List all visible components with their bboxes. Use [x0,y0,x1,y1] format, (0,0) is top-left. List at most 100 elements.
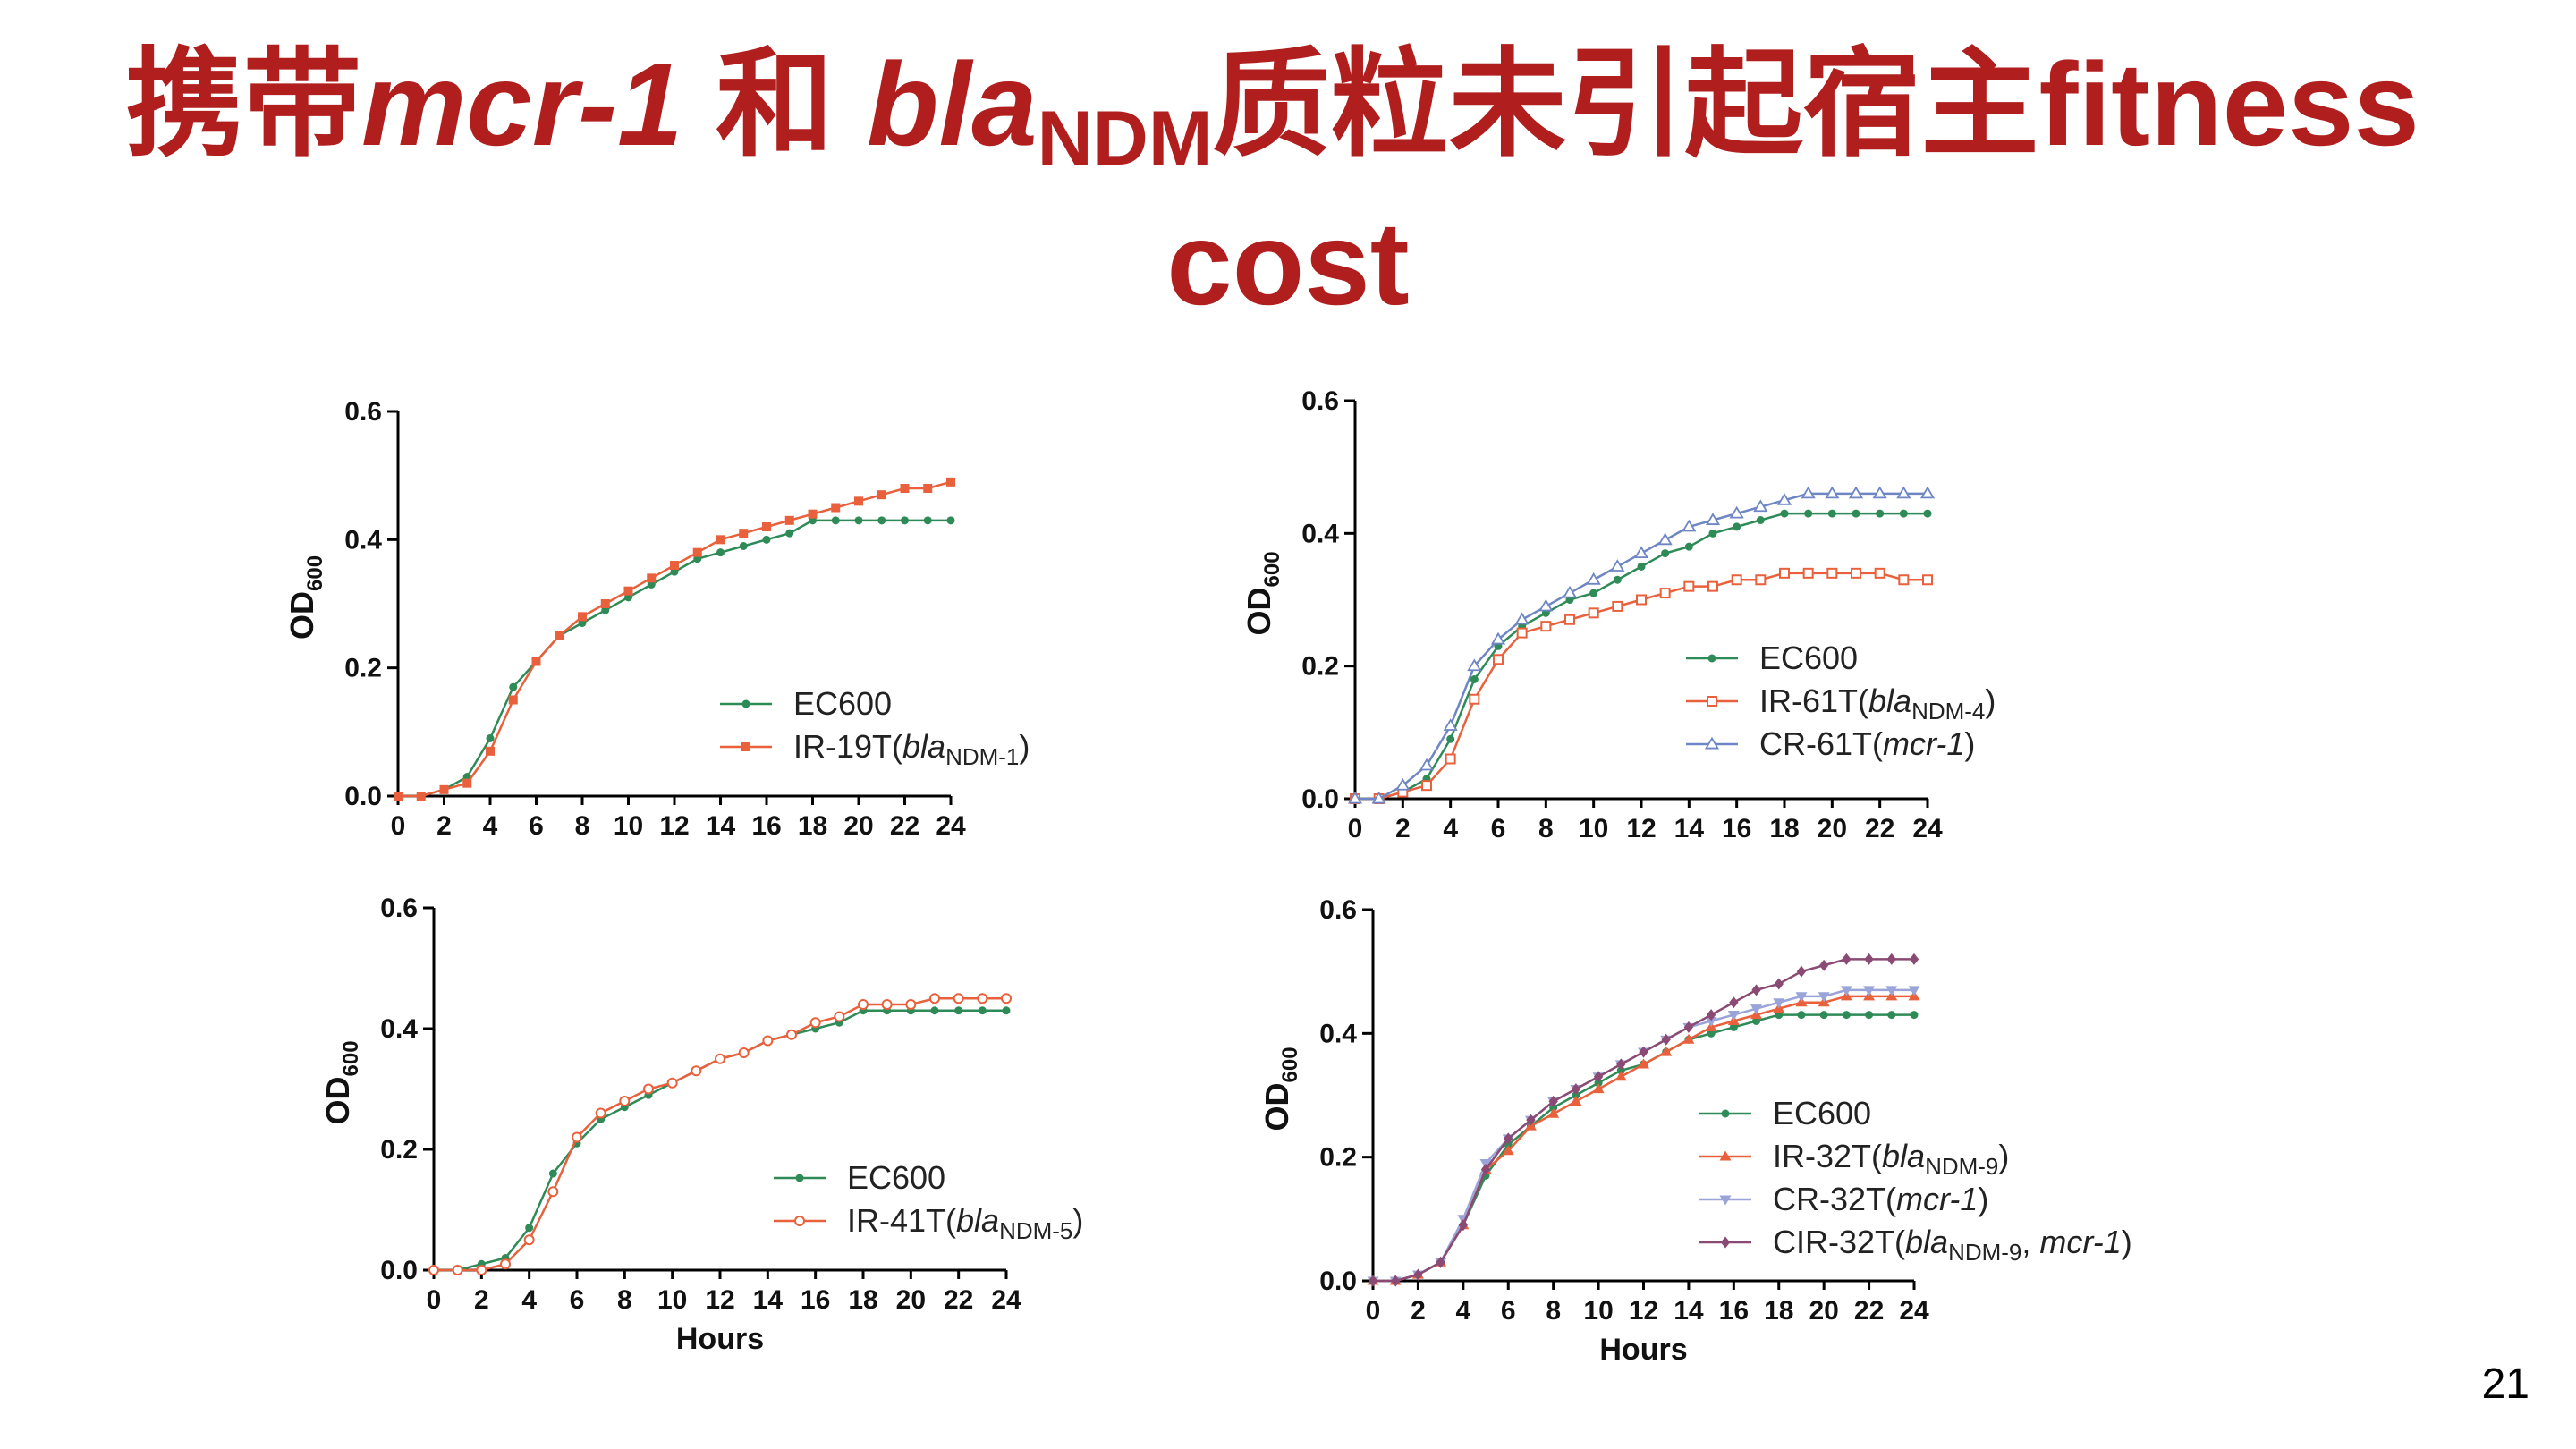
x-tick-label: 0 [427,1285,442,1315]
y-tick-label: 0.0 [1301,784,1339,814]
chart-legend: EC600 IR-19T(blaNDM-1) [720,685,1030,770]
x-tick-label: 6 [1491,814,1506,843]
series-4 [1368,953,1919,1287]
data-point [1780,509,1789,518]
data-point [1682,1033,1695,1044]
data-point [1731,574,1742,586]
data-point [416,792,426,801]
y-axis-label: OD600 [284,555,327,640]
data-point [1564,614,1575,625]
data-point [476,1265,487,1275]
data-point [854,496,863,506]
data-point [881,999,893,1010]
data-point [1852,509,1860,518]
chart-axes: 0.00.20.40.60 2 4 6 8 10 12 14 16 18 20 22 24OD600Ho… [319,894,1021,1356]
title-gene-bla-subscript: NDM [1037,96,1213,182]
legend-label: EC600 [793,685,892,722]
data-point [786,1029,797,1040]
x-axis-label: Hours [676,1322,764,1356]
data-point [923,484,933,493]
y-tick-label: 0.2 [1319,1143,1357,1173]
growth-chart-top-right: 0.00.20.40.60 2 4 6 8 10 12 14 16 18 20 22 24OD600EC… [1241,386,1996,843]
y-tick-label: 0.4 [1301,519,1339,548]
series-3 [1347,486,1936,804]
chart-legend: EC600 IR-32T(blaNDM-9)CR-32T(mcr-1) CIR-32… [1699,1095,2132,1266]
data-point [555,631,564,640]
series-2 [1350,567,1933,804]
data-point [954,1006,963,1015]
data-point [1588,607,1599,619]
data-point [1368,1275,1378,1287]
data-point [1592,1083,1605,1094]
data-point [643,1083,654,1095]
x-tick-label: 6 [529,811,544,841]
data-point [439,784,449,794]
data-point [1612,600,1623,612]
data-point [716,535,725,545]
data-point [946,477,955,487]
x-axis-label: Hours [1599,1333,1687,1367]
data-point [1610,559,1625,572]
data-point [1570,1095,1582,1106]
data-point [1445,753,1456,765]
data-point [1774,978,1784,990]
data-point [1594,1079,1603,1088]
x-tick-label: 14 [1674,814,1705,843]
x-tick-label: 14 [753,1285,784,1315]
data-point [785,529,794,538]
data-point [486,746,495,756]
data-point [1562,585,1578,598]
legend-label: CIR-32T(blaNDM-9, mcr-1) [1773,1224,2132,1266]
data-point [1705,513,1721,525]
data-point [1633,546,1649,559]
legend-marker [1704,736,1720,750]
data-point [1750,1004,1763,1015]
title-gene-mcr1: mcr-1 [361,38,683,170]
data-point [1923,509,1932,518]
data-point [1752,1017,1761,1025]
data-point [1851,567,1861,579]
data-point [1661,1033,1671,1046]
growth-chart-top-left: 0.00.20.40.60 2 4 6 8 10 12 14 16 18 20 22 24OD600EC… [284,397,1030,841]
data-point [1661,549,1670,558]
data-point [1001,993,1012,1004]
data-point [1796,965,1807,978]
x-tick-label: 6 [1501,1296,1516,1326]
data-point [1919,486,1936,499]
data-point [1899,509,1908,518]
y-tick-label: 0.4 [1319,1019,1357,1048]
data-point [531,657,541,666]
slide-title: 携带mcr-1 和 blaNDM质粒未引起宿主fitness cost [0,25,2576,343]
x-tick-label: 24 [1899,1296,1929,1326]
data-point [1827,509,1836,518]
data-point [1586,572,1601,585]
data-point [1639,1046,1648,1058]
data-point [452,1265,463,1275]
x-tick-label: 4 [1443,814,1458,843]
data-point [1683,1021,1694,1033]
data-point [1825,486,1840,499]
data-point [1729,505,1744,519]
data-point [1614,1071,1627,1081]
y-tick-label: 0.0 [1319,1267,1357,1296]
y-tick-label: 0.6 [344,397,382,427]
x-tick-label: 22 [890,811,919,841]
x-tick-label: 16 [751,811,781,841]
x-tick-label: 12 [1629,1296,1658,1326]
data-point [548,1169,557,1178]
data-point [509,682,518,691]
x-tick-label: 16 [1722,814,1751,843]
data-point [739,542,748,550]
legend-label: CR-61T(mcr-1) [1759,725,1975,762]
chart-legend: EC600 IR-61T(blaNDM-4)CR-61T(mcr-1) [1686,640,1996,762]
data-point [1549,1103,1558,1112]
x-tick-label: 24 [936,811,966,841]
legend-label: IR-61T(blaNDM-4) [1759,682,1996,724]
data-point [666,1077,678,1089]
x-tick-label: 24 [991,1285,1021,1315]
data-point [1804,509,1813,518]
data-point [953,993,964,1004]
x-tick-label: 18 [1769,814,1799,843]
data-point [647,573,657,583]
